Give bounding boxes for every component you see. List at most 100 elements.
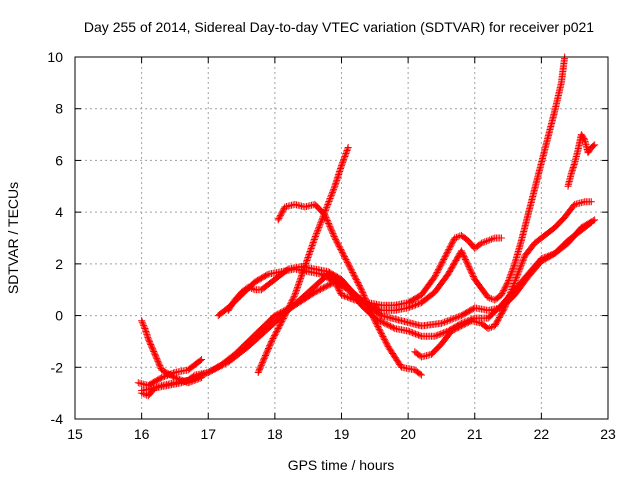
data-point xyxy=(416,332,424,340)
data-point xyxy=(321,211,329,219)
data-point xyxy=(410,329,418,337)
data-point xyxy=(335,243,343,251)
data-point xyxy=(330,185,338,193)
data-point xyxy=(377,328,385,336)
data-point xyxy=(414,331,422,339)
data-point xyxy=(359,290,367,298)
data-point xyxy=(501,302,509,310)
data-point xyxy=(509,264,517,272)
data-point xyxy=(338,247,345,255)
data-point xyxy=(500,287,508,295)
data-point xyxy=(306,249,314,257)
data-point xyxy=(452,325,460,333)
data-point xyxy=(368,311,376,319)
data-point xyxy=(343,257,351,265)
data-point xyxy=(503,281,511,289)
data-point xyxy=(479,239,487,247)
data-point xyxy=(326,224,334,232)
data-point xyxy=(158,374,166,382)
data-point xyxy=(323,217,331,225)
data-point xyxy=(286,301,294,309)
data-points xyxy=(134,53,599,400)
data-point xyxy=(339,250,347,258)
data-point xyxy=(591,216,599,224)
y-tick-label: -2 xyxy=(51,359,64,375)
data-point xyxy=(330,184,338,192)
data-point xyxy=(171,374,179,382)
data-point xyxy=(502,282,510,290)
data-point xyxy=(302,259,310,267)
axis-ticks xyxy=(74,56,609,420)
data-point xyxy=(591,141,599,149)
data-point xyxy=(345,294,353,302)
data-point xyxy=(433,268,441,276)
data-point xyxy=(272,329,280,337)
data-point xyxy=(358,287,366,295)
data-point xyxy=(442,318,450,326)
data-point xyxy=(459,321,467,329)
data-point xyxy=(382,320,390,328)
data-point xyxy=(504,295,512,303)
data-point xyxy=(444,317,452,325)
data-point xyxy=(312,231,320,239)
data-point xyxy=(465,318,473,326)
data-point xyxy=(357,286,365,294)
data-point xyxy=(437,260,445,268)
data-point xyxy=(309,238,317,246)
data-point xyxy=(440,256,448,264)
data-point xyxy=(352,274,360,282)
data-point xyxy=(501,304,509,312)
data-point xyxy=(484,293,492,301)
data-point xyxy=(506,272,514,280)
data-point xyxy=(340,156,348,164)
data-point xyxy=(431,273,439,281)
data-point xyxy=(325,219,333,227)
data-point xyxy=(308,241,316,249)
data-point xyxy=(412,330,420,338)
data-point xyxy=(178,377,186,385)
data-point xyxy=(449,238,457,246)
data-point xyxy=(438,329,446,337)
data-point xyxy=(349,268,357,276)
data-point xyxy=(298,271,306,279)
data-point xyxy=(499,288,507,296)
data-point xyxy=(317,219,325,227)
data-point xyxy=(508,284,516,292)
data-point xyxy=(487,235,495,243)
data-point xyxy=(410,302,418,310)
data-point xyxy=(206,368,214,376)
data-point xyxy=(454,313,462,321)
data-point xyxy=(385,322,393,330)
data-point xyxy=(445,316,453,324)
data-point xyxy=(510,281,518,289)
data-point xyxy=(299,267,307,275)
data-point xyxy=(518,258,526,266)
data-point xyxy=(446,244,454,252)
data-point xyxy=(296,277,304,285)
data-point xyxy=(336,244,344,252)
data-point xyxy=(375,325,383,333)
data-point xyxy=(484,325,492,332)
data-point xyxy=(323,202,331,210)
data-point xyxy=(344,260,352,268)
data-point xyxy=(204,368,212,376)
data-point xyxy=(438,258,446,266)
data-point xyxy=(486,294,494,302)
data-point xyxy=(437,319,445,327)
data-point xyxy=(326,222,334,230)
y-tick-label: 8 xyxy=(55,101,63,117)
data-point xyxy=(341,151,349,159)
data-point xyxy=(434,267,442,275)
data-point xyxy=(316,220,324,228)
data-point xyxy=(381,337,389,345)
data-point xyxy=(453,313,461,321)
data-point xyxy=(184,379,192,387)
y-tick-label: 6 xyxy=(55,152,63,168)
data-point xyxy=(462,257,470,265)
data-point xyxy=(343,293,351,301)
data-point xyxy=(448,315,456,323)
data-point xyxy=(335,241,343,249)
data-point xyxy=(504,296,512,304)
data-point xyxy=(186,378,194,386)
data-point xyxy=(510,279,518,287)
